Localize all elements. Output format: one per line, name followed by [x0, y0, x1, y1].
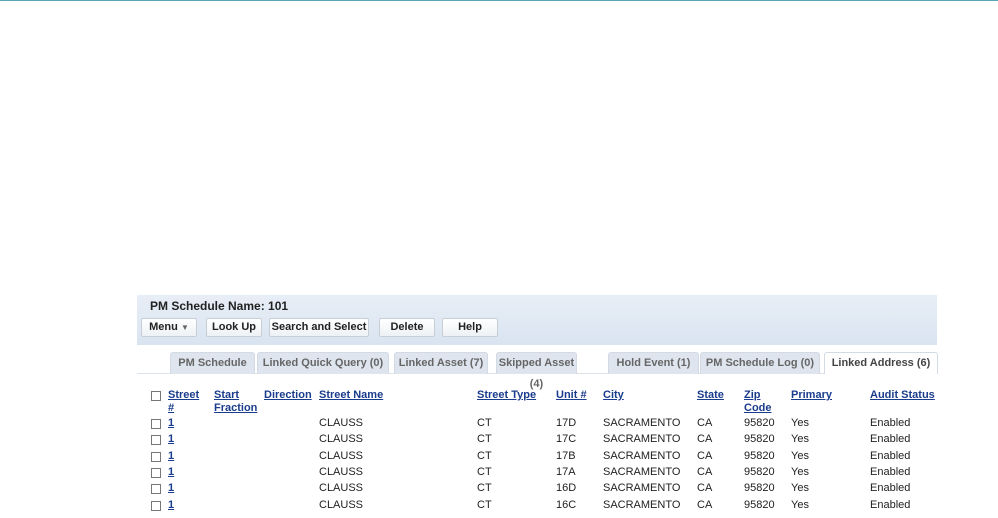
- table-cell: CT: [477, 450, 492, 462]
- table-cell: SACRAMENTO: [603, 466, 681, 478]
- top-border: [0, 0, 998, 1]
- help-button[interactable]: Help: [442, 318, 498, 337]
- table-cell: 95820: [744, 450, 775, 462]
- table-cell: 95820: [744, 482, 775, 494]
- table-cell: Enabled: [870, 433, 911, 445]
- table-cell: 95820: [744, 433, 775, 445]
- column-header-zip-code[interactable]: Zip Code: [744, 389, 772, 414]
- tab-pm-schedule[interactable]: PM Schedule: [170, 352, 255, 374]
- column-header-unit[interactable]: Unit #: [556, 389, 587, 401]
- table-cell: 17A: [556, 466, 576, 478]
- table-cell: CA: [697, 466, 713, 478]
- table-cell: Enabled: [870, 466, 911, 478]
- table-cell: 16D: [556, 482, 577, 494]
- table-cell: 16C: [556, 499, 577, 511]
- column-header-state[interactable]: State: [697, 389, 724, 401]
- table-cell: CT: [477, 499, 492, 511]
- tab-pm-schedule-log[interactable]: PM Schedule Log (0): [700, 352, 820, 374]
- table-cell: SACRAMENTO: [603, 450, 681, 462]
- column-header-street-type[interactable]: Street Type: [477, 389, 537, 401]
- table-cell: Enabled: [870, 499, 911, 511]
- column-header-primary[interactable]: Primary: [791, 389, 832, 401]
- street-number-link[interactable]: 1: [168, 482, 175, 494]
- table-cell: CT: [477, 417, 492, 429]
- column-header-city[interactable]: City: [603, 389, 624, 401]
- table-cell: Enabled: [870, 482, 911, 494]
- table-cell: SACRAMENTO: [603, 499, 681, 511]
- table-cell: Yes: [791, 482, 809, 494]
- table-cell: CLAUSS: [319, 482, 364, 494]
- table-cell: CA: [697, 450, 713, 462]
- select-all-checkbox[interactable]: [151, 391, 161, 401]
- column-header-street[interactable]: Street #: [168, 389, 200, 414]
- table-cell: Enabled: [870, 450, 911, 462]
- table-cell: SACRAMENTO: [603, 482, 681, 494]
- table-cell: CT: [477, 466, 492, 478]
- header-panel: PM Schedule Name: 101 Menu ▼ Look Up Sea…: [137, 295, 937, 345]
- table-cell: 17D: [556, 417, 577, 429]
- table-cell: 95820: [744, 417, 775, 429]
- table-cell: CLAUSS: [319, 433, 364, 445]
- column-header-direction[interactable]: Direction: [264, 389, 312, 401]
- street-number-link[interactable]: 1: [168, 499, 175, 511]
- row-checkbox[interactable]: [151, 419, 161, 429]
- table-cell: Yes: [791, 417, 809, 429]
- tab-linked-address[interactable]: Linked Address (6): [824, 352, 938, 374]
- column-header-audit-status[interactable]: Audit Status: [870, 389, 935, 401]
- table-cell: CA: [697, 433, 713, 445]
- tab-hold-event[interactable]: Hold Event (1): [608, 352, 699, 374]
- delete-button[interactable]: Delete: [379, 318, 435, 337]
- tab-skipped-asset[interactable]: Skipped Asset (4): [496, 352, 577, 390]
- street-number-link[interactable]: 1: [168, 450, 175, 462]
- row-checkbox[interactable]: [151, 468, 161, 478]
- street-number-link[interactable]: 1: [168, 466, 175, 478]
- table-cell: Enabled: [870, 417, 911, 429]
- table-cell: SACRAMENTO: [603, 433, 681, 445]
- table-cell: CLAUSS: [319, 466, 364, 478]
- row-checkbox[interactable]: [151, 435, 161, 445]
- table-cell: CLAUSS: [319, 417, 364, 429]
- page-title: PM Schedule Name: 101: [150, 299, 289, 313]
- table-cell: Yes: [791, 433, 809, 445]
- table-cell: SACRAMENTO: [603, 417, 681, 429]
- table-cell: 95820: [744, 499, 775, 511]
- table-cell: Yes: [791, 466, 809, 478]
- menu-label: Menu: [149, 321, 178, 333]
- table-cell: CA: [697, 417, 713, 429]
- row-checkbox[interactable]: [151, 484, 161, 494]
- column-header-street-name[interactable]: Street Name: [319, 389, 384, 401]
- search-and-select-button[interactable]: Search and Select: [269, 318, 369, 337]
- tab-linked-asset[interactable]: Linked Asset (7): [394, 352, 488, 374]
- table-cell: Yes: [791, 499, 809, 511]
- table-cell: Yes: [791, 450, 809, 462]
- table-cell: 17B: [556, 450, 576, 462]
- row-checkbox[interactable]: [151, 501, 161, 511]
- street-number-link[interactable]: 1: [168, 417, 175, 429]
- column-header-start-fraction[interactable]: Start Fraction: [214, 389, 258, 414]
- table-cell: CLAUSS: [319, 499, 364, 511]
- table-cell: CT: [477, 433, 492, 445]
- street-number-link[interactable]: 1: [168, 433, 175, 445]
- chevron-down-icon: ▼: [180, 323, 189, 332]
- tab-linked-quick-query[interactable]: Linked Quick Query (0): [257, 352, 389, 374]
- table-cell: CT: [477, 482, 492, 494]
- menu-button[interactable]: Menu ▼: [141, 318, 197, 337]
- table-cell: CA: [697, 499, 713, 511]
- table-cell: 95820: [744, 466, 775, 478]
- table-cell: CLAUSS: [319, 450, 364, 462]
- row-checkbox[interactable]: [151, 452, 161, 462]
- table-cell: 17C: [556, 433, 577, 445]
- table-cell: CA: [697, 482, 713, 494]
- look-up-button[interactable]: Look Up: [206, 318, 262, 337]
